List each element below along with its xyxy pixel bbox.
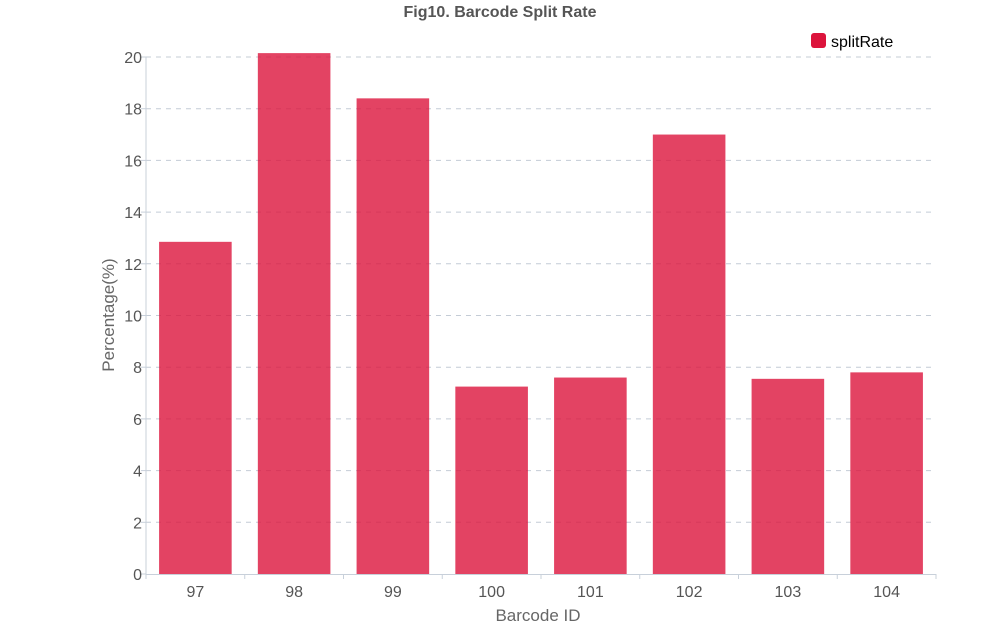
y-tick-label: 2 — [133, 515, 142, 532]
bar-99[interactable] — [356, 98, 430, 575]
x-tick-label: 98 — [285, 584, 303, 601]
x-tick-label: 103 — [775, 584, 802, 601]
x-tick-label: 102 — [676, 584, 703, 601]
y-tick-label: 16 — [124, 153, 142, 170]
bars — [159, 53, 923, 575]
x-tick-label: 97 — [186, 584, 204, 601]
legend-label[interactable]: splitRate — [831, 34, 893, 51]
chart-title: Fig10. Barcode Split Rate — [404, 4, 597, 21]
y-tick-label: 6 — [133, 412, 142, 429]
y-tick-label: 12 — [124, 257, 142, 274]
y-tick-label: 0 — [133, 567, 142, 584]
bar-100[interactable] — [455, 386, 528, 574]
legend-swatch[interactable] — [811, 33, 826, 48]
x-tick-label: 100 — [478, 584, 505, 601]
x-tick-label: 101 — [577, 584, 604, 601]
y-tick-label: 4 — [133, 464, 142, 481]
bar-98[interactable] — [257, 53, 331, 575]
legend[interactable]: splitRate — [811, 33, 893, 51]
x-tick-label: 99 — [384, 584, 402, 601]
y-tick-label: 18 — [124, 102, 142, 119]
bar-97[interactable] — [159, 241, 232, 574]
y-tick-label: 20 — [124, 50, 142, 67]
y-axis-label: Percentage(%) — [99, 258, 118, 371]
x-axis-label: Barcode ID — [495, 606, 580, 625]
bar-103[interactable] — [751, 378, 825, 574]
y-tick-label: 10 — [124, 309, 142, 326]
y-axis-ticks: 0 2 4 6 8 10 12 14 16 18 20 — [124, 50, 146, 584]
x-axis-ticks: 97 98 99 100 101 102 103 104 — [145, 574, 937, 601]
y-tick-label: 8 — [133, 360, 142, 377]
bar-104[interactable] — [850, 372, 923, 574]
bar-102[interactable] — [652, 134, 726, 575]
bar-101[interactable] — [554, 377, 627, 574]
x-tick-label: 104 — [873, 584, 900, 601]
y-tick-label: 14 — [124, 205, 142, 222]
